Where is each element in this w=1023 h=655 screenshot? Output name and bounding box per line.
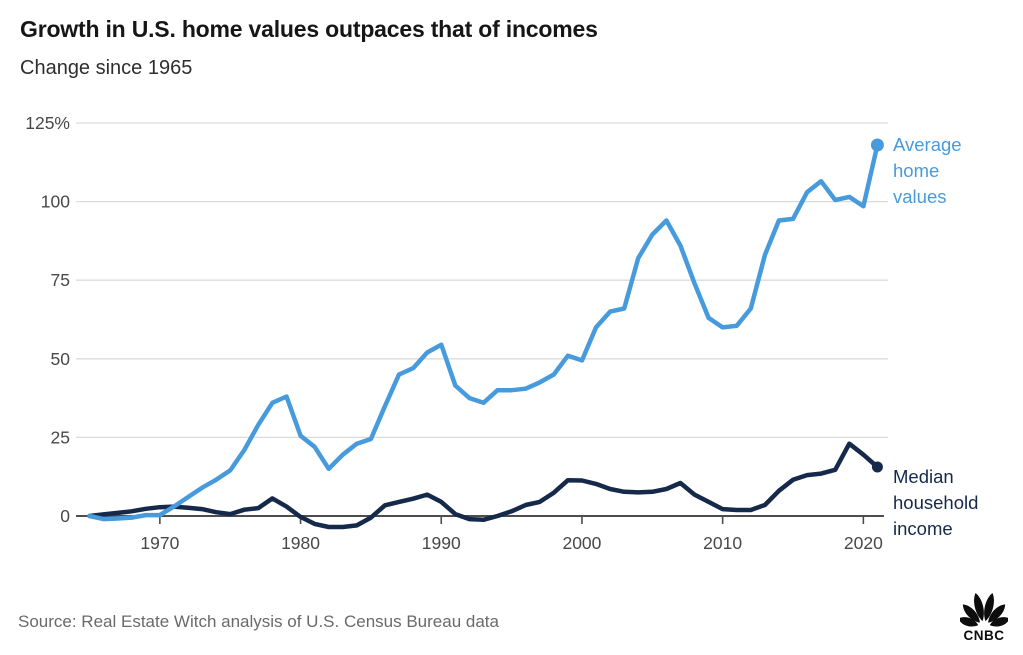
y-tick-label-25: 25	[51, 427, 70, 447]
y-tick-label-50: 50	[51, 349, 71, 369]
x-tick-label-2010: 2010	[703, 533, 742, 553]
x-tick-label-1970: 1970	[140, 533, 179, 553]
source-attribution: Source: Real Estate Witch analysis of U.…	[18, 612, 499, 631]
series-line-average-home-values	[87, 142, 880, 522]
y-tick-label-0: 0	[60, 506, 70, 526]
end-dot-median-household-income	[871, 461, 883, 473]
y-tick-label-125: 125%	[25, 113, 70, 133]
peacock-icon	[960, 593, 1008, 627]
x-tick-label-2020: 2020	[844, 533, 883, 553]
end-dot-average-home-values	[870, 138, 884, 152]
cnbc-logo-text: CNBC	[963, 628, 1005, 643]
x-tick-label-1990: 1990	[422, 533, 461, 553]
chart-subtitle: Change since 1965	[20, 57, 193, 79]
cnbc-logo: CNBC	[953, 589, 1015, 643]
y-tick-label-75: 75	[51, 270, 70, 290]
x-tick-label-1980: 1980	[281, 533, 320, 553]
series-line-median-household-income	[87, 441, 880, 530]
chart-title: Growth in U.S. home values outpaces that…	[20, 16, 598, 42]
x-tick-label-2000: 2000	[562, 533, 601, 553]
series-label-average-home-values: Average home values	[893, 134, 962, 207]
y-tick-label-100: 100	[41, 192, 70, 212]
series-label-median-household-income: Median household income	[893, 466, 979, 539]
